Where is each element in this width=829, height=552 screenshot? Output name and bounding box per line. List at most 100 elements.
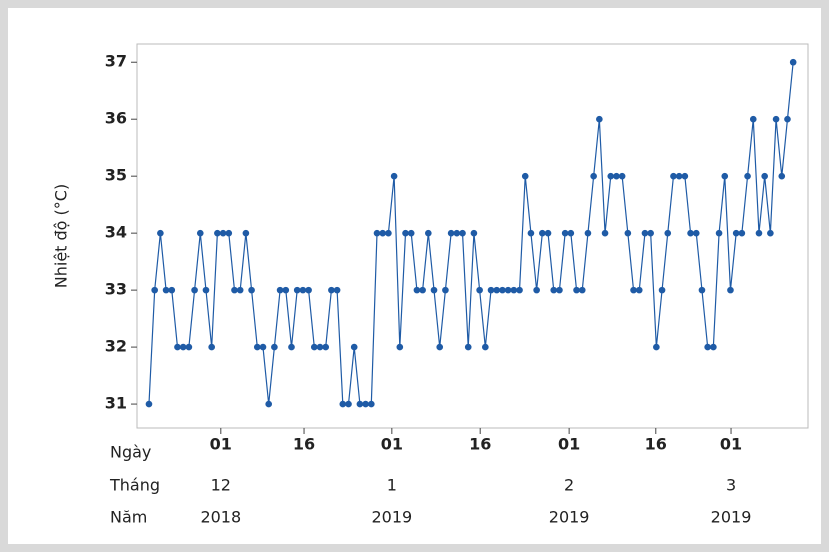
x-tick-label: 01 [720,435,742,454]
data-point [453,229,461,237]
data-point [413,286,421,294]
data-point [584,229,592,237]
data-point [390,172,398,180]
data-point [425,229,432,237]
data-point [225,229,233,237]
data-point [493,286,501,294]
data-point [778,172,786,180]
data-point [202,286,210,294]
x-row-title: Tháng [109,476,160,495]
data-point [590,172,597,180]
data-point [738,229,746,237]
x-tick-label: 01 [210,435,232,454]
data-point [635,286,643,294]
x-tick-label: 01 [558,435,580,454]
data-point [174,343,181,351]
data-point [339,400,347,408]
x-tick-label: 01 [381,435,403,454]
data-point [647,229,654,237]
data-point [288,343,295,351]
data-point [504,286,512,294]
data-point [253,343,261,351]
x-row-title: Năm [110,508,147,527]
data-point [789,58,797,66]
data-point [316,343,324,351]
data-point [373,229,381,237]
year-label: 2018 [200,508,241,527]
data-point [236,286,244,294]
data-point [784,115,791,123]
data-point [675,172,683,180]
data-point [698,286,706,294]
month-label: 2 [564,476,574,495]
data-point [459,229,466,237]
data-point [670,172,677,180]
data-point [196,229,204,237]
data-point [510,286,518,294]
data-point [276,286,284,294]
year-label: 2019 [711,508,752,527]
y-axis-label: Nhiệt độ (°C) [52,184,71,288]
data-point [744,172,751,180]
x-tick-label: 16 [293,435,315,454]
data-point [259,343,267,351]
data-point [772,115,780,123]
data-point [721,172,729,180]
data-point [145,400,153,408]
y-tick-label: 37 [105,52,127,71]
data-point [305,286,312,294]
data-point [624,229,632,237]
series-line [148,62,794,405]
data-point [293,286,301,294]
data-point [596,115,603,123]
data-point [516,286,523,294]
y-tick-label: 34 [105,223,127,242]
x-tick-label: 16 [469,435,491,454]
data-point [385,229,392,237]
month-label: 1 [387,476,397,495]
data-point [681,172,689,180]
data-point [208,343,215,351]
data-point [271,343,278,351]
data-point [265,400,272,408]
data-point [533,286,540,294]
data-point [151,286,158,294]
y-tick-label: 36 [105,109,127,128]
month-label: 12 [211,476,231,495]
data-point [356,400,364,408]
data-point [749,115,757,123]
data-point [710,343,717,351]
data-point [527,229,535,237]
data-point [653,343,660,351]
data-point [162,286,170,294]
data-point [578,286,586,294]
data-point [470,229,478,237]
data-point [419,286,426,294]
data-point [687,229,694,237]
data-point [362,400,369,408]
data-point [755,229,763,237]
data-point [442,286,449,294]
data-point [157,229,164,237]
data-point [487,286,495,294]
data-point [248,286,255,294]
data-point [396,343,404,351]
data-point [350,343,358,351]
data-point [630,286,637,294]
data-point [299,286,307,294]
data-point [573,286,580,294]
y-tick-label: 32 [105,337,127,356]
data-point [476,286,483,294]
x-row-title: Ngày [110,443,151,462]
data-point [191,286,198,294]
y-tick-label: 33 [105,280,127,299]
data-point [664,229,672,237]
year-label: 2019 [549,508,590,527]
data-point [767,229,774,237]
data-point [179,343,187,351]
data-point [641,229,649,237]
data-point [368,400,375,408]
data-point [282,286,290,294]
data-point [658,286,666,294]
